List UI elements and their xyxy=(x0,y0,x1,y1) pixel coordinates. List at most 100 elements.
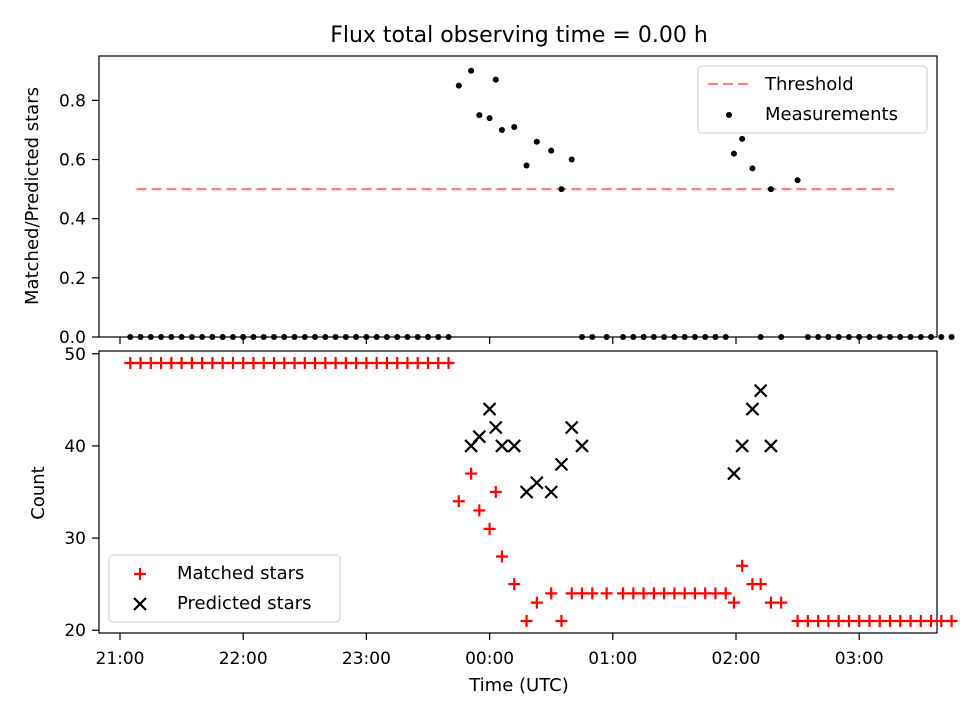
legend-predicted-swatch xyxy=(133,597,147,611)
matched-star-point xyxy=(600,587,613,600)
bottom-axes-frame xyxy=(98,350,938,634)
measurement-point xyxy=(897,334,904,340)
matched-star-point xyxy=(775,596,788,609)
legend-threshold-label: Threshold xyxy=(764,74,854,95)
measurement-point xyxy=(630,334,637,340)
measurement-point xyxy=(281,334,288,340)
measurement-point xyxy=(455,82,462,89)
matched-star-point xyxy=(586,587,599,600)
measurement-point xyxy=(342,334,349,340)
matched-star-point xyxy=(442,356,455,369)
legend-predicted-label: Predicted stars xyxy=(177,593,311,614)
matched-star-point xyxy=(165,356,178,369)
measurement-point xyxy=(188,334,195,340)
matched-star-point xyxy=(309,356,322,369)
measurement-point xyxy=(730,150,737,157)
matched-star-point xyxy=(576,587,588,600)
matched-star-point xyxy=(237,356,250,369)
measurement-point xyxy=(250,334,257,340)
matched-star-point xyxy=(617,587,630,600)
matched-star-point xyxy=(185,356,198,369)
measurement-point xyxy=(749,165,756,172)
measurement-point xyxy=(589,334,596,340)
top-y-axis-label: Matched/Predicted stars xyxy=(22,87,43,305)
measurement-point xyxy=(511,123,518,130)
measurement-point xyxy=(383,334,390,340)
bottom-y-tick-label: 40 xyxy=(64,437,86,457)
matched-star-point xyxy=(298,356,311,369)
measurement-point xyxy=(603,334,610,340)
matched-star-point xyxy=(465,467,478,480)
measurement-point xyxy=(435,334,442,340)
measurement-point xyxy=(127,334,134,340)
matched-star-point xyxy=(226,356,239,369)
matched-star-point xyxy=(489,486,502,498)
bottom-y-tick-label: 50 xyxy=(64,345,86,365)
measurement-point xyxy=(332,334,339,340)
matched-star-point xyxy=(268,356,280,369)
measurement-point xyxy=(486,115,493,122)
matched-star-point xyxy=(678,587,691,600)
measurement-point xyxy=(468,67,475,74)
measurement-point xyxy=(938,334,945,340)
measurement-point xyxy=(876,334,883,340)
measurement-point xyxy=(523,162,530,169)
predicted-star-point xyxy=(727,466,741,481)
matched-star-point xyxy=(288,356,301,369)
bottom-x-tick-label: 02:00 xyxy=(712,649,761,669)
measurement-point xyxy=(373,334,380,340)
top-axes-frame xyxy=(98,55,938,338)
matched-star-point xyxy=(329,356,342,369)
predicted-star-point xyxy=(735,439,749,453)
matched-star-point xyxy=(873,615,886,628)
bottom-y-axis: 20 30 40 50 xyxy=(64,345,99,641)
bottom-y-tick-label: 30 xyxy=(64,529,86,549)
top-y-tick-label: 0.6 xyxy=(59,151,86,171)
matched-star-point xyxy=(945,615,958,628)
measurement-point xyxy=(353,334,360,340)
measurement-point xyxy=(312,334,319,340)
legend-measurements-label: Measurements xyxy=(765,104,898,125)
measurement-point xyxy=(137,334,144,340)
matched-star-point xyxy=(884,615,896,628)
matched-star-point xyxy=(754,578,767,591)
top-y-tick-label: 0.2 xyxy=(59,269,86,289)
top-y-tick-label: 0.4 xyxy=(59,210,86,230)
bottom-x-tick-label: 23:00 xyxy=(342,649,391,669)
measurement-point xyxy=(579,334,585,340)
predicted-stars-points xyxy=(464,383,778,499)
top-legend: Threshold Measurements xyxy=(697,65,928,134)
predicted-star-point xyxy=(544,485,558,499)
measurement-point xyxy=(219,334,226,340)
matched-star-point xyxy=(134,356,147,369)
legend-matched-label: Matched stars xyxy=(177,563,304,584)
measurement-point xyxy=(394,334,401,340)
bottom-x-tick-label: 22:00 xyxy=(219,649,268,669)
bottom-x-axis: 21:00 22:00 23:00 00:00 01:00 02:00 03:00 xyxy=(96,633,884,669)
measurement-point xyxy=(671,334,678,340)
matched-star-point xyxy=(764,596,777,609)
matched-star-point xyxy=(401,356,414,369)
predicted-star-point xyxy=(482,402,497,416)
matched-star-point xyxy=(144,356,157,369)
measurement-point xyxy=(199,334,206,340)
matched-star-point xyxy=(175,356,188,369)
measurement-point xyxy=(866,334,873,340)
matched-star-point xyxy=(452,495,465,508)
matched-star-point xyxy=(508,578,521,591)
matched-star-point xyxy=(719,587,732,600)
matched-stars-points xyxy=(124,356,958,628)
predicted-star-point xyxy=(488,420,503,435)
measurement-point xyxy=(702,334,709,340)
matched-star-point xyxy=(904,615,917,628)
predicted-star-point xyxy=(564,420,579,435)
matched-star-point xyxy=(709,587,722,600)
measurement-point xyxy=(492,76,499,83)
measurement-point xyxy=(691,334,698,340)
matched-star-point xyxy=(863,615,876,628)
measurement-point xyxy=(322,334,329,340)
measurement-point xyxy=(722,334,729,340)
bottom-y-tick-label: 20 xyxy=(64,621,86,641)
measurement-point xyxy=(404,334,411,340)
